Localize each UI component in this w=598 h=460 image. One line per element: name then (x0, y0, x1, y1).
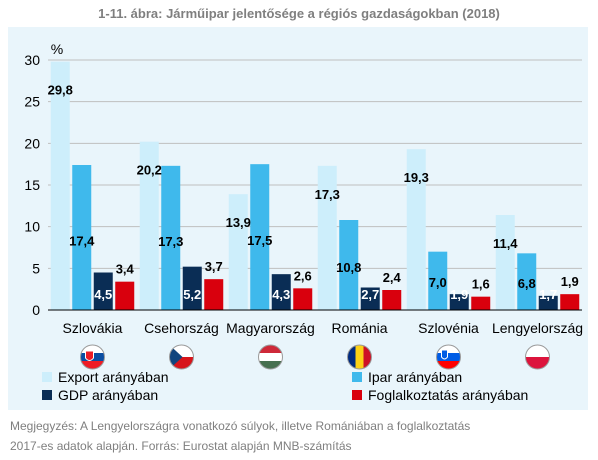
y-tick-label-4: 20 (24, 135, 40, 151)
data-label-1-0: 17,4 (69, 233, 95, 248)
data-label-0-5: 11,4 (493, 236, 518, 251)
bar-3-5 (560, 294, 580, 310)
category-label-4: Szlovénia (418, 320, 479, 336)
y-axis-unit: % (51, 41, 63, 57)
bar-3-3 (382, 290, 402, 310)
legend-swatch-2 (42, 390, 52, 400)
flag-poland-icon (525, 344, 550, 370)
data-label-3-5: 1,9 (561, 274, 579, 289)
bar-2-1 (182, 266, 202, 310)
data-label-2-4: 1,9 (450, 287, 468, 302)
y-tick-label-2: 10 (24, 219, 40, 235)
bar-0-5 (495, 215, 515, 310)
data-label-0-4: 19,3 (404, 170, 429, 185)
category-label-1: Csehország (144, 320, 219, 336)
data-label-1-1: 17,3 (158, 234, 183, 249)
data-label-2-1: 5,2 (183, 287, 201, 302)
data-label-0-1: 20,2 (137, 163, 162, 178)
data-label-3-2: 2,6 (294, 268, 312, 283)
data-label-3-1: 3,7 (205, 259, 223, 274)
y-tick-label-6: 30 (24, 52, 40, 68)
bar-1-5 (517, 253, 537, 310)
category-label-2: Magyarország (226, 320, 315, 336)
bar-3-4 (471, 296, 491, 310)
bar-0-2 (228, 194, 248, 310)
flag-slovakia-icon (80, 344, 105, 370)
flag-romania-icon (347, 344, 372, 370)
flag-hungary-icon (258, 344, 283, 370)
legend-label-2: GDP arányában (58, 387, 158, 403)
data-label-0-0: 29,8 (48, 83, 73, 98)
data-label-1-3: 10,8 (336, 260, 361, 275)
category-label-5: Lengyelország (492, 320, 583, 336)
bar-3-2 (293, 288, 313, 310)
chart-note: Megjegyzés: A Lengyelországra vonatkozó … (10, 416, 590, 456)
bar-3-0 (115, 281, 135, 310)
chart-title: 1-11. ábra: Járműipar jelentősége a régi… (98, 6, 500, 21)
data-label-2-2: 4,3 (272, 287, 290, 302)
bar-1-0 (72, 165, 92, 310)
data-label-2-3: 2,7 (361, 287, 379, 302)
category-label-3: Románia (331, 320, 387, 336)
data-label-2-5: 1,7 (539, 287, 557, 302)
y-tick-label-1: 5 (32, 260, 40, 276)
data-label-3-4: 1,6 (472, 277, 490, 292)
data-label-0-2: 13,9 (226, 215, 251, 230)
chart-frame: 0 5 10 15 20 25 30% 29,8 17,4 4,5 3,4 20,2 17,3 5,2 3,… (8, 27, 588, 410)
data-label-3-3: 2,4 (383, 270, 402, 285)
legend-swatch-1 (352, 372, 362, 382)
legend-label-0: Export arányában (58, 369, 169, 385)
bar-0-3 (317, 165, 337, 310)
bar-3-1 (204, 279, 224, 310)
legend-swatch-0 (42, 372, 52, 382)
bar-1-3 (339, 220, 359, 310)
data-label-3-0: 3,4 (116, 262, 135, 277)
data-label-1-2: 17,5 (247, 233, 272, 248)
bar-0-1 (139, 141, 159, 310)
flag-slovenia-icon (436, 344, 461, 370)
bar-2-2 (271, 274, 291, 310)
bar-2-4 (449, 294, 469, 310)
bar-2-3 (360, 287, 380, 310)
legend-label-3: Foglalkoztatás arányában (368, 387, 528, 403)
note-line-2: 2017-es adatok alapján. Forrás: Eurostat… (10, 439, 352, 453)
data-label-1-5: 6,8 (518, 276, 536, 291)
category-label-0: Szlovákia (63, 320, 123, 336)
data-label-1-4: 7,0 (429, 275, 447, 290)
data-label-2-0: 4,5 (94, 287, 112, 302)
legend-label-1: Ipar arányában (368, 369, 462, 385)
bar-2-0 (93, 272, 113, 310)
bar-1-2 (250, 164, 270, 310)
y-tick-label-5: 25 (24, 94, 40, 110)
y-tick-label-3: 15 (24, 177, 40, 193)
note-line-1: Megjegyzés: A Lengyelországra vonatkozó … (10, 419, 471, 433)
data-label-0-3: 17,3 (315, 187, 340, 202)
bar-2-5 (538, 295, 558, 310)
flag-czechia-icon (169, 344, 194, 370)
bar-1-1 (161, 165, 181, 310)
bar-0-0 (50, 61, 70, 310)
bar-chart: 0 5 10 15 20 25 30% 29,8 17,4 4,5 3,4 20,2 17,3 5,2 3,… (24, 41, 583, 403)
y-tick-label-0: 0 (32, 302, 40, 318)
bar-0-4 (406, 149, 426, 310)
bar-1-4 (428, 251, 448, 310)
legend-swatch-3 (352, 390, 362, 400)
